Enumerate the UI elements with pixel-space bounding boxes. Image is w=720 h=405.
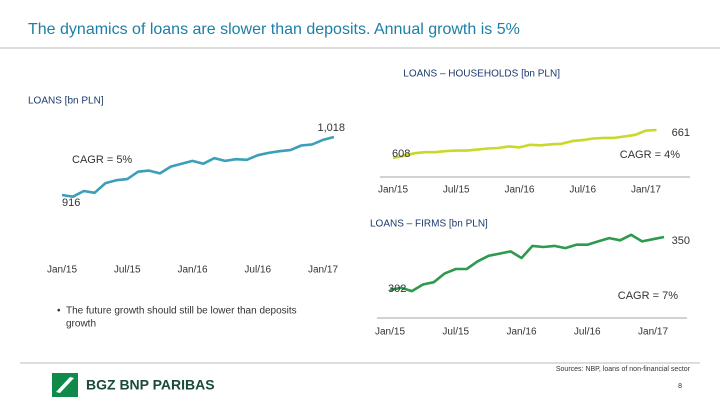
logo-star	[56, 377, 74, 393]
x-tick-label: Jan/16	[177, 265, 207, 276]
x-tick-label: Jul/16	[244, 265, 271, 276]
chart-title: LOANS – HOUSEHOLDS [bn PLN]	[403, 69, 560, 80]
annotation: 916	[62, 197, 80, 209]
annotation: 350	[672, 235, 690, 247]
logo-text: BGZ BNP PARIBAS	[86, 377, 215, 393]
x-tick-label: Jan/17	[308, 265, 338, 276]
annotation: 608	[392, 148, 410, 160]
annotation: 661	[672, 127, 690, 139]
x-tick-label: Jul/15	[443, 185, 470, 196]
bullet-text: growth	[66, 319, 96, 330]
chart-title: LOANS – FIRMS [bn PLN]	[370, 219, 488, 230]
x-tick-label: Jul/16	[574, 327, 601, 338]
x-tick-label: Jan/16	[504, 185, 534, 196]
annotation: CAGR = 4%	[620, 149, 680, 161]
x-tick-label: Jan/16	[507, 327, 537, 338]
x-tick-label: Jul/15	[442, 327, 469, 338]
x-tick-label: Jan/17	[631, 185, 661, 196]
x-tick-label: Jan/15	[47, 265, 77, 276]
data-line	[389, 233, 665, 293]
x-tick-label: Jul/15	[114, 265, 141, 276]
slide-title: The dynamics of loans are slower than de…	[28, 21, 520, 38]
bullet-dot: •	[57, 306, 61, 317]
x-tick-label: Jan/15	[375, 327, 405, 338]
data-line	[61, 135, 335, 198]
x-tick-label: Jul/16	[569, 185, 596, 196]
bullet-text: The future growth should still be lower …	[66, 306, 297, 317]
annotation: CAGR = 5%	[72, 154, 132, 166]
source: Sources: NBP, loans of non-financial sec…	[556, 366, 691, 373]
page-number: 8	[678, 383, 682, 390]
annotation: 302	[388, 283, 406, 295]
annotation: CAGR = 7%	[618, 290, 678, 302]
chart-title: LOANS [bn PLN]	[28, 96, 104, 107]
annotation: 1,018	[317, 122, 345, 134]
x-tick-label: Jan/17	[638, 327, 668, 338]
data-line	[392, 128, 657, 160]
x-tick-label: Jan/15	[378, 185, 408, 196]
